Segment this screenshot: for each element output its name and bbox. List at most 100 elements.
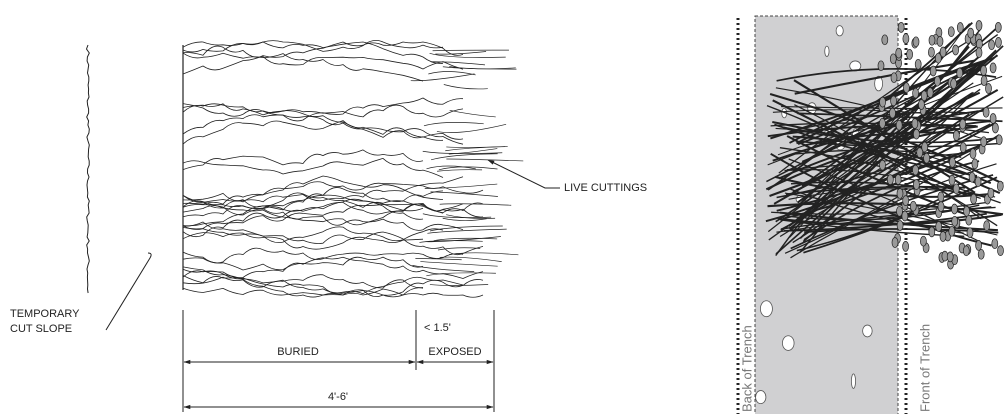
cutting-tip [450, 110, 496, 117]
leaf [988, 188, 994, 198]
cutting [183, 104, 463, 117]
cutting [183, 233, 423, 250]
leaf [913, 88, 919, 98]
leaf [934, 76, 940, 86]
leaf [924, 153, 930, 163]
leaf [951, 79, 957, 89]
leaf [990, 63, 996, 73]
leaf [997, 181, 1003, 191]
leaf [978, 249, 984, 259]
leader-arrow [488, 160, 560, 188]
leaf [921, 91, 927, 101]
cutting-tip [430, 285, 488, 286]
leaf [903, 83, 909, 93]
cutting-tip [435, 51, 486, 54]
label: EXPOSED [428, 346, 481, 358]
leaf [948, 27, 954, 37]
label: TEMPORARY [10, 308, 80, 320]
leaf [952, 216, 958, 226]
leaf [897, 189, 903, 199]
leaf [957, 23, 963, 33]
label: LIVE CUTTINGS [564, 182, 647, 194]
leaf [907, 49, 913, 59]
leaf [953, 45, 959, 55]
leaf [898, 22, 904, 32]
leaf [971, 194, 977, 204]
cutting-tip [423, 151, 503, 153]
leaf [912, 119, 918, 129]
leaf [953, 184, 959, 194]
cutting [183, 269, 483, 295]
leaf [983, 107, 989, 117]
leaf [937, 36, 943, 46]
cutting-tip [411, 74, 475, 81]
leaf [992, 123, 998, 133]
leaf [969, 172, 975, 182]
leaf [960, 143, 966, 153]
leaf [915, 59, 921, 69]
leaf [953, 131, 959, 141]
leaf [903, 196, 909, 206]
cutting-tip [446, 215, 495, 219]
leaf [890, 108, 896, 118]
label: BURIED [277, 346, 319, 358]
leaf [913, 180, 919, 190]
cutting [183, 104, 443, 141]
cutting [183, 158, 443, 177]
leaf [976, 21, 982, 31]
cutting-tip [420, 262, 497, 267]
leaf [989, 40, 995, 50]
cutting-tip [440, 204, 512, 205]
leaf [910, 201, 916, 211]
leaf [998, 246, 1004, 256]
leaf [928, 47, 934, 57]
cutting-tip [437, 170, 482, 172]
cutting [183, 182, 483, 212]
leaf [970, 149, 976, 159]
cutting [183, 150, 423, 170]
leaf [913, 129, 919, 139]
cutting-tip [433, 50, 509, 51]
leaf [917, 148, 923, 158]
leaf [903, 34, 909, 44]
leaf [972, 159, 978, 169]
leaf [981, 66, 987, 76]
leaf [984, 221, 990, 231]
label: 4'-6' [328, 391, 348, 403]
stone [851, 374, 855, 389]
leaf [938, 202, 944, 212]
cuttings [183, 40, 523, 297]
stone [756, 391, 766, 404]
label: CUT SLOPE [10, 323, 72, 335]
stone [863, 325, 873, 337]
leaf [920, 236, 926, 246]
label: Back of Trench [739, 325, 754, 412]
leaf [975, 177, 981, 187]
leaf [966, 215, 972, 225]
leaf [887, 175, 893, 185]
trench-backfill [755, 16, 898, 414]
leaf [967, 228, 973, 238]
leaf [895, 175, 901, 185]
leaf [936, 222, 942, 232]
leaf [968, 28, 974, 38]
leaf [880, 97, 886, 107]
stone [782, 336, 794, 351]
leaf [990, 114, 996, 124]
label: Front of Trench [917, 324, 932, 412]
leaf [896, 120, 902, 130]
leaf [930, 66, 936, 76]
leaf [949, 175, 955, 185]
cutting [183, 53, 423, 81]
leaf [981, 76, 987, 86]
leaf [897, 221, 903, 231]
leaf [878, 61, 884, 71]
stone [836, 26, 843, 36]
leaf [952, 204, 958, 214]
leaf [996, 135, 1002, 145]
leaf [902, 211, 908, 221]
leaf [949, 157, 955, 167]
leaf [879, 118, 885, 128]
cutting [183, 177, 463, 203]
leaf [960, 119, 966, 129]
